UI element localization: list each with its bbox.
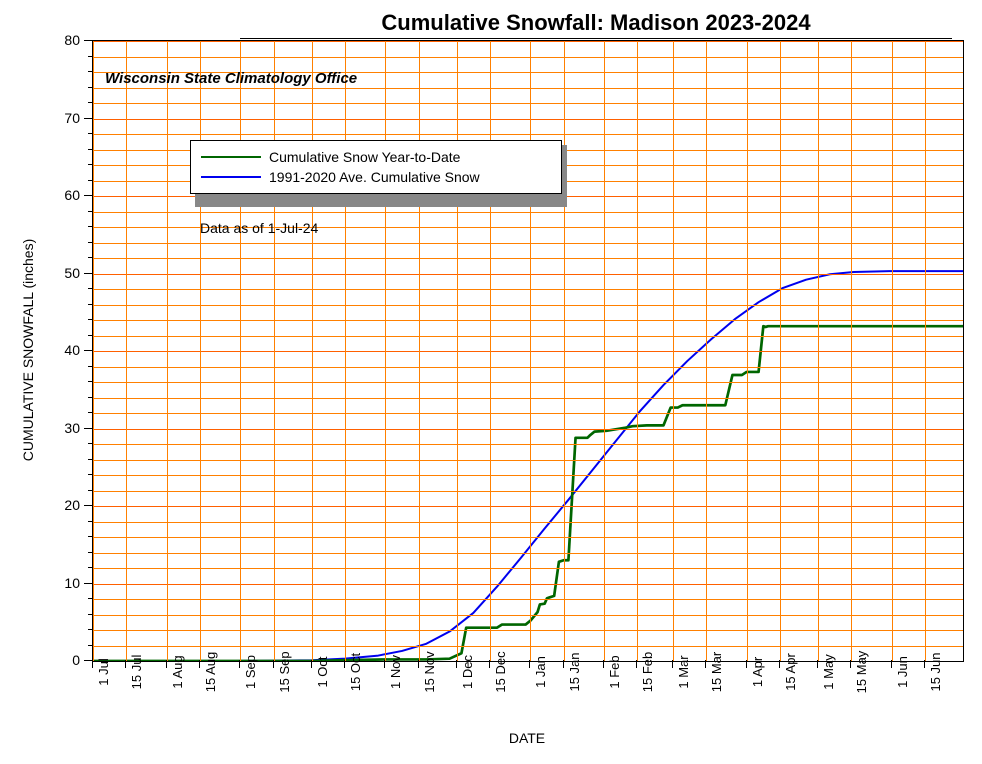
y-tick-label: 50 (64, 265, 80, 281)
chart-title: Cumulative Snowfall: Madison 2023-2024 (240, 10, 952, 39)
x-tick-label: 1 Dec (460, 655, 475, 689)
x-tick-label: 15 Mar (709, 652, 724, 692)
x-tick-label: 1 Feb (607, 655, 622, 688)
x-tick-label: 1 Jun (895, 656, 910, 688)
x-tick-label: 15 May (854, 651, 869, 694)
series-current (93, 326, 963, 661)
x-tick-label: 15 Nov (422, 651, 437, 692)
legend-item: Cumulative Snow Year-to-Date (201, 147, 551, 167)
legend-label: Cumulative Snow Year-to-Date (269, 147, 460, 167)
x-tick-label: 15 Feb (640, 652, 655, 692)
y-tick-label: 0 (72, 652, 80, 668)
x-tick-label: 15 Aug (203, 652, 218, 693)
legend: Cumulative Snow Year-to-Date1991-2020 Av… (190, 140, 562, 194)
legend-swatch (201, 156, 261, 158)
x-tick-label: 1 Nov (388, 655, 403, 689)
x-tick-label: 1 May (821, 654, 836, 689)
chart-container: Cumulative Snowfall: Madison 2023-2024 C… (10, 10, 972, 754)
y-tick-label: 10 (64, 575, 80, 591)
y-axis-title: CUMULATIVE SNOWFALL (inches) (20, 239, 36, 462)
x-tick-label: 15 Jan (567, 652, 582, 691)
series-avg (93, 271, 963, 661)
y-tick-label: 60 (64, 187, 80, 203)
x-axis-title: DATE (92, 730, 962, 746)
y-tick-label: 70 (64, 110, 80, 126)
x-tick-label: 15 Dec (493, 651, 508, 692)
legend-item: 1991-2020 Ave. Cumulative Snow (201, 167, 551, 187)
legend-swatch (201, 176, 261, 178)
y-tick-label: 20 (64, 497, 80, 513)
legend-label: 1991-2020 Ave. Cumulative Snow (269, 167, 480, 187)
x-tick-label: 1 Jan (533, 656, 548, 688)
y-tick-label: 30 (64, 420, 80, 436)
x-tick-label: 1 Oct (315, 656, 330, 687)
as-of-label: Data as of 1-Jul-24 (200, 220, 318, 236)
x-tick-label: 1 Mar (676, 655, 691, 688)
plot-area (92, 40, 964, 662)
x-tick-label: 1 Jul (96, 658, 111, 685)
x-tick-label: 15 Jun (928, 652, 943, 691)
x-tick-label: 15 Jul (129, 655, 144, 690)
source-label: Wisconsin State Climatology Office (105, 70, 357, 87)
x-tick-label: 15 Apr (783, 653, 798, 691)
x-tick-label: 1 Sep (243, 655, 258, 689)
x-tick-label: 1 Aug (170, 655, 185, 688)
x-tick-label: 1 Apr (750, 657, 765, 687)
y-tick-label: 40 (64, 342, 80, 358)
x-tick-label: 15 Sep (277, 651, 292, 692)
x-tick-label: 15 Oct (348, 653, 363, 691)
y-tick-label: 80 (64, 32, 80, 48)
